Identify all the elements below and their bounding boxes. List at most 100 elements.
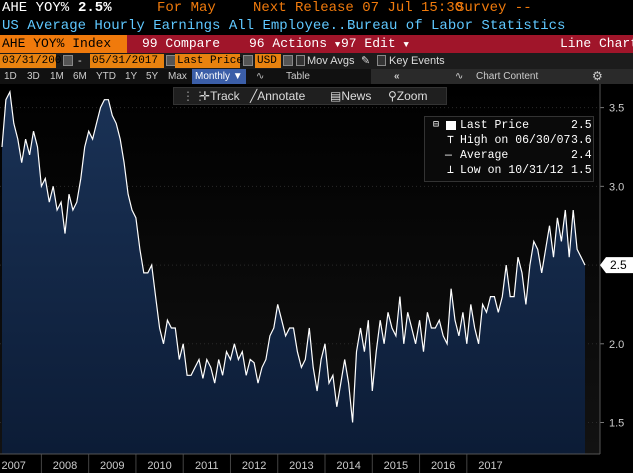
- actions-tab[interactable]: 96 Actions ▼: [249, 35, 340, 53]
- low-icon: ⊥: [447, 164, 454, 177]
- table-button[interactable]: Table: [286, 71, 310, 82]
- key-events-label: Key Events: [389, 55, 445, 67]
- average-label: Average: [460, 149, 509, 162]
- index-tab[interactable]: AHE YOY% Index: [0, 35, 127, 53]
- low-value: 1.5: [571, 164, 592, 177]
- chart-content-label[interactable]: Chart Content: [476, 71, 539, 82]
- period-1m[interactable]: 1M: [50, 71, 64, 82]
- drag-handle-icon[interactable]: ⋮⋮: [182, 89, 206, 103]
- legend-average: — Average 2.4: [425, 149, 595, 162]
- annotate-button[interactable]: ╱ Annotate: [250, 89, 306, 103]
- last-price-swatch: [446, 121, 456, 130]
- y-tick-label: 3.5: [609, 103, 624, 115]
- edit-label: Edit: [364, 36, 396, 51]
- gear-icon[interactable]: ⚙: [592, 69, 603, 83]
- function-tabs: AHE YOY% Index 99 Compare 96 Actions ▼ 9…: [0, 35, 633, 53]
- period-5y[interactable]: 5Y: [146, 71, 159, 82]
- currency-field[interactable]: USD: [255, 54, 281, 68]
- y-tick-label: 2.0: [609, 339, 624, 351]
- last-price-label: Last Price: [460, 119, 530, 132]
- end-date-field[interactable]: 05/31/2017: [90, 54, 164, 68]
- legend-high: ⊤ High on 06/30/07 3.6: [425, 134, 595, 147]
- x-tick-label: 2013: [289, 460, 313, 472]
- field-select[interactable]: Last Price: [175, 54, 244, 68]
- last-value-label: 2.5: [610, 258, 627, 272]
- chart-content-panel: [371, 69, 633, 84]
- period-3d[interactable]: 3D: [27, 71, 40, 82]
- edit-tab[interactable]: 97 Edit ▼: [341, 35, 409, 53]
- news-label: News: [341, 89, 372, 103]
- x-tick-label: 2007: [1, 460, 25, 472]
- chart-controls: 03/31/2007 - 05/31/2017 Last Price USD M…: [0, 53, 633, 69]
- compare-label: Compare: [165, 36, 221, 51]
- last-value-marker: 2.5: [600, 257, 633, 274]
- price-area: [2, 91, 585, 455]
- last-value-tag: [600, 257, 633, 274]
- period-1d[interactable]: 1D: [4, 71, 17, 82]
- date-separator: -: [78, 55, 82, 67]
- security-header: AHE YOY% 2.5% For May Next Release 07 Ju…: [0, 0, 633, 17]
- x-tick-label: 2014: [336, 460, 360, 472]
- x-tick-label: 2010: [147, 460, 171, 472]
- low-label: Low on 10/31/12: [460, 164, 564, 177]
- price-line: [1, 89, 586, 423]
- dropdown-icon[interactable]: [283, 55, 293, 66]
- start-date-field[interactable]: 03/31/2007: [0, 54, 69, 68]
- average-value: 2.4: [571, 149, 592, 162]
- description: US Average Hourly Earnings All Employee.…: [2, 18, 355, 34]
- high-value: 3.6: [571, 134, 592, 147]
- x-tick-label: 2015: [384, 460, 408, 472]
- track-label: Track: [210, 89, 240, 103]
- next-release: Next Release 07 Jul 15:30: [253, 0, 464, 16]
- ticker: AHE YOY%: [2, 0, 70, 16]
- news-button[interactable]: ▤ News: [330, 89, 372, 103]
- calendar-icon[interactable]: [63, 55, 73, 66]
- period-6m[interactable]: 6M: [73, 71, 87, 82]
- survey: Survey --: [456, 0, 532, 16]
- mov-avgs-label: Mov Avgs: [307, 55, 355, 67]
- pencil-icon[interactable]: ✎: [361, 55, 371, 67]
- y-tick-label: 1.5: [609, 418, 624, 430]
- high-icon: ⊤: [447, 134, 454, 147]
- high-label: High on 06/30/07: [460, 134, 571, 147]
- x-tick-label: 2017: [478, 460, 502, 472]
- y-axis-background: [600, 84, 633, 473]
- y-tick-label: 3.0: [609, 181, 624, 193]
- chart-legend: ⊟ Last Price 2.5 ⊤ High on 06/30/07 3.6 …: [424, 116, 594, 182]
- x-tick-label: 2011: [195, 460, 219, 472]
- period-bar: 1D 3D 1M 6M YTD 1Y 5Y Max Monthly ▼ ∿ Ta…: [0, 69, 633, 84]
- period-ytd[interactable]: YTD: [96, 71, 116, 82]
- chart-content-icon: ∿: [455, 71, 464, 82]
- edit-dropdown-icon: ▼: [403, 40, 409, 50]
- compare-number: 99: [142, 36, 158, 51]
- track-button[interactable]: ✛ Track: [200, 89, 240, 103]
- legend-last-price[interactable]: ⊟ Last Price 2.5: [425, 119, 595, 132]
- collapse-box-icon[interactable]: ⊟: [433, 120, 440, 131]
- actions-dropdown-icon: ▼: [334, 40, 341, 50]
- actions-number: 96: [249, 36, 265, 51]
- security-description: US Average Hourly Earnings All Employee.…: [0, 17, 633, 35]
- legend-low: ⊥ Low on 10/31/12 1.5: [425, 164, 595, 177]
- x-tick-label: 2016: [431, 460, 455, 472]
- line-chart-icon[interactable]: ∿: [256, 71, 265, 82]
- actions-label: Actions: [272, 36, 328, 51]
- x-tick-label: 2008: [53, 460, 77, 472]
- mov-avgs-checkbox[interactable]: [296, 55, 305, 66]
- last-price-value: 2.5: [571, 119, 592, 132]
- collapse-icon[interactable]: «: [394, 71, 400, 82]
- frequency-select[interactable]: Monthly ▼: [192, 69, 246, 84]
- source: Bureau of Labor Statistics: [347, 18, 566, 34]
- edit-number: 97: [341, 36, 357, 51]
- annotate-label: Annotate: [257, 89, 306, 103]
- chart-toolbar: ⋮⋮ ✛ Track ╱ Annotate ▤ News ⚲ Zoom: [173, 87, 447, 105]
- key-events-checkbox[interactable]: [377, 55, 386, 66]
- dropdown-icon[interactable]: [243, 55, 253, 66]
- ticker-value: 2.5%: [78, 0, 112, 16]
- compare-tab[interactable]: 99 Compare: [142, 35, 220, 53]
- chart-type-label[interactable]: Line Chart: [560, 36, 633, 51]
- for-period: For May: [157, 0, 216, 16]
- period-max[interactable]: Max: [168, 71, 187, 82]
- frequency-label: Monthly: [195, 71, 231, 82]
- period-1y[interactable]: 1Y: [125, 71, 138, 82]
- zoom-button[interactable]: ⚲ Zoom: [388, 89, 428, 103]
